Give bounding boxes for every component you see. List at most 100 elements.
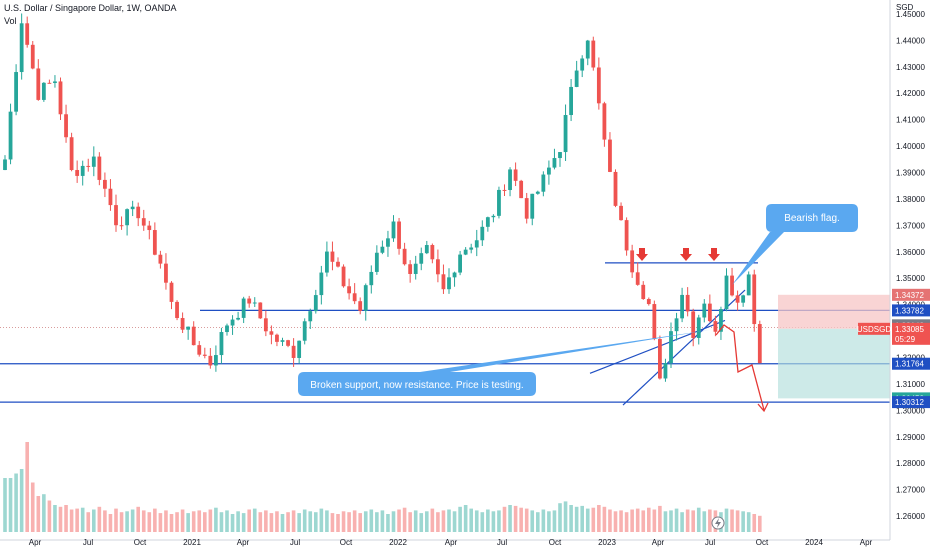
- volume-bar: [236, 511, 240, 532]
- candle-body: [641, 284, 646, 300]
- volume-bar: [597, 505, 601, 532]
- volume-bar: [225, 510, 229, 532]
- volume-bar: [75, 508, 79, 532]
- volume-bar: [735, 510, 740, 532]
- candle-body: [513, 169, 518, 181]
- candle-body: [352, 293, 357, 302]
- candle-body: [36, 68, 41, 100]
- time-tick-label: Oct: [549, 538, 562, 547]
- candle-body: [757, 324, 762, 364]
- candle-body: [197, 345, 202, 355]
- volume-bars: [3, 442, 762, 532]
- candle-body: [263, 318, 268, 332]
- volume-bar: [680, 512, 684, 532]
- candle-body: [30, 44, 35, 69]
- candle-body: [674, 318, 679, 332]
- red-down-arrow-icon: [680, 248, 692, 261]
- candle-body: [225, 325, 229, 333]
- price-tag-box: [892, 304, 930, 317]
- candle-body: [730, 275, 734, 296]
- volume-bar: [30, 482, 35, 532]
- candle-body: [313, 295, 318, 312]
- candle-body: [719, 309, 723, 332]
- price-tags: 1.343721.337821.33142USDSGD1.3308505:291…: [711, 288, 930, 530]
- volume-bar: [169, 514, 174, 532]
- candle-body: [80, 165, 85, 176]
- volume-bar: [702, 511, 707, 532]
- candle-body: [14, 72, 18, 112]
- volume-bar: [580, 505, 584, 532]
- candle-body: [741, 295, 746, 303]
- candle-body: [691, 311, 696, 338]
- candle-body: [702, 303, 707, 318]
- candle-body: [424, 245, 429, 254]
- volume-bar: [47, 500, 52, 532]
- candle-body: [47, 82, 52, 84]
- candle-body: [91, 156, 96, 167]
- candle-body: [391, 221, 396, 239]
- volume-bar: [219, 512, 224, 532]
- volume-bar: [397, 509, 401, 532]
- candle-body: [158, 254, 163, 264]
- volume-bar: [230, 514, 235, 532]
- time-tick-label: 2023: [598, 538, 616, 547]
- profit-target-zone: [778, 328, 890, 399]
- volume-bar: [558, 503, 562, 532]
- candle-body: [469, 247, 474, 250]
- candle-body: [3, 159, 7, 171]
- volume-bar: [158, 513, 163, 532]
- candle-body: [746, 274, 751, 296]
- volume-bar: [147, 512, 152, 532]
- volume-bar: [708, 509, 712, 532]
- volume-bar: [474, 510, 479, 532]
- candle-body: [458, 254, 462, 273]
- volume-bar: [103, 510, 107, 532]
- candle-body: [558, 152, 562, 159]
- candle-body: [86, 165, 91, 167]
- candle-body: [724, 275, 729, 310]
- time-tick-label: 2024: [805, 538, 823, 547]
- volume-bar: [402, 507, 407, 532]
- volume-bar: [641, 510, 646, 532]
- volume-bar: [153, 508, 157, 532]
- price-tick-label: 1.36000: [896, 248, 925, 257]
- price-tag-label: 1.30312: [895, 398, 924, 407]
- volume-bar: [164, 510, 168, 532]
- candle-body: [169, 282, 174, 302]
- candle-body: [114, 205, 118, 226]
- volume-bar: [647, 507, 651, 532]
- candle-body: [635, 272, 640, 285]
- candle-body: [541, 174, 546, 192]
- volume-bar: [486, 509, 490, 532]
- volume-bar: [602, 506, 607, 532]
- price-tick-label: 1.31000: [896, 380, 925, 389]
- volume-bar: [8, 478, 13, 532]
- time-tick-label: Jul: [705, 538, 715, 547]
- candle-body: [230, 319, 235, 326]
- volume-bar: [19, 469, 24, 532]
- volume-bar: [658, 505, 662, 532]
- volume-bar: [741, 511, 745, 532]
- countdown-label: 05:29: [895, 335, 916, 344]
- volume-bar: [458, 506, 462, 532]
- candle-body: [413, 263, 418, 274]
- price-tick-label: 1.44000: [896, 36, 925, 45]
- volume-bar: [297, 513, 301, 532]
- time-tick-label: 2022: [389, 538, 407, 547]
- candle-body: [330, 251, 335, 262]
- candle-body: [480, 226, 485, 241]
- candle-body: [591, 40, 596, 68]
- price-tag-box: [892, 357, 930, 370]
- volume-bar: [125, 511, 129, 532]
- volume-bar: [441, 510, 446, 532]
- candle-body: [97, 156, 102, 180]
- candle-body: [596, 67, 601, 104]
- candle-body: [147, 225, 152, 231]
- volume-bar: [25, 442, 29, 532]
- volume-bar: [108, 514, 113, 532]
- time-tick-label: Jul: [290, 538, 300, 547]
- price-tick-label: 1.27000: [896, 486, 925, 495]
- price-tag-label: 1.34372: [895, 291, 924, 300]
- volume-bar: [497, 510, 501, 532]
